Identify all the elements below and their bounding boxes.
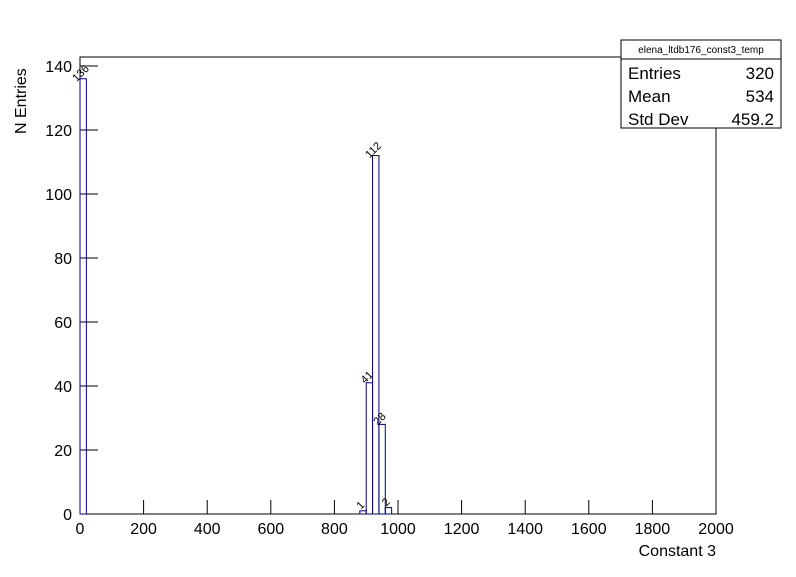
x-tick-label: 2000: [698, 521, 734, 538]
y-tick-label: 20: [54, 443, 72, 460]
x-tick-label: 400: [194, 521, 221, 538]
stats-value: 459.2: [731, 110, 774, 129]
x-tick-label: 1200: [444, 521, 480, 538]
stats-key: Std Dev: [628, 110, 689, 129]
value-label: 2: [380, 496, 393, 509]
x-axis-label: Constant 3: [639, 543, 716, 560]
y-tick-label: 0: [63, 507, 72, 524]
y-axis-label: N Entries: [13, 68, 30, 134]
y-tick-label: 40: [54, 379, 72, 396]
y-tick-label: 120: [45, 123, 72, 140]
stats-box: [620, 39, 782, 129]
stats-key: Mean: [628, 87, 671, 106]
value-label: 28: [371, 411, 388, 428]
bar: [372, 155, 380, 515]
bar: [365, 382, 374, 515]
stats-key: Entries: [628, 64, 681, 83]
x-tick-label: 0: [76, 521, 85, 538]
value-label: 1: [354, 499, 367, 512]
stats-value: 320: [746, 64, 774, 83]
y-tick-label: 140: [45, 59, 72, 76]
x-tick-label: 1400: [507, 521, 543, 538]
x-tick-label: 200: [130, 521, 157, 538]
y-tick-label: 100: [45, 187, 72, 204]
y-tick-label: 80: [54, 251, 72, 268]
x-tick-label: 800: [321, 521, 348, 538]
x-tick-label: 600: [257, 521, 284, 538]
bar: [79, 78, 87, 515]
value-label: 112: [363, 140, 384, 161]
bar: [378, 423, 386, 515]
x-tick-label: 1000: [380, 521, 416, 538]
y-tick-label: 60: [54, 315, 72, 332]
x-tick-label: 1800: [635, 521, 671, 538]
stats-value: 534: [746, 87, 774, 106]
value-label: 41: [359, 369, 376, 386]
x-tick-label: 1600: [571, 521, 607, 538]
bar: [384, 507, 393, 515]
stats-title: elena_ltdb176_const3_temp: [638, 45, 764, 56]
